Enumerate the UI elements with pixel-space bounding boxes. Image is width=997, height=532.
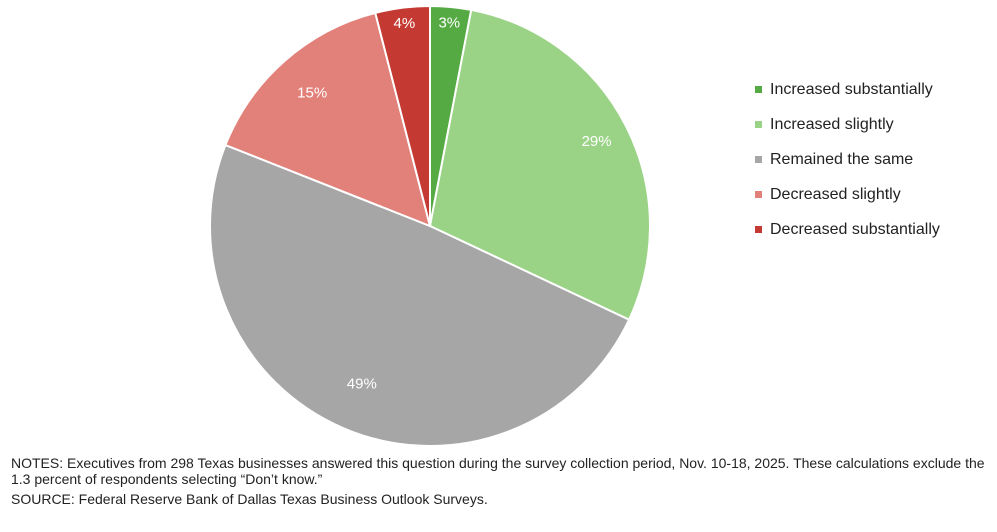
chart-notes: NOTES: Executives from 298 Texas busines… xyxy=(11,455,986,507)
legend-label: Remained the same xyxy=(770,150,914,168)
legend-label: Decreased substantially xyxy=(770,220,940,238)
legend-label: Increased substantially xyxy=(770,80,933,98)
data-label-decreased-slightly: 15% xyxy=(297,84,327,101)
legend-swatch xyxy=(755,191,762,198)
source-text: SOURCE: Federal Reserve Bank of Dallas T… xyxy=(11,491,488,507)
data-label-increased-substantially: 3% xyxy=(438,14,460,31)
chart-legend: Increased substantially Increased slight… xyxy=(755,72,940,247)
notes-text: NOTES: Executives from 298 Texas busines… xyxy=(11,455,985,487)
pie-slice-remained-the-same xyxy=(209,143,631,447)
legend-label: Increased slightly xyxy=(770,115,894,133)
legend-item-increased-substantially: Increased substantially xyxy=(755,72,940,107)
legend-swatch xyxy=(755,121,762,128)
data-label-increased-slightly: 29% xyxy=(582,133,612,150)
legend-item-decreased-slightly: Decreased slightly xyxy=(755,177,940,212)
legend-swatch xyxy=(755,156,762,163)
legend-item-increased-slightly: Increased slightly xyxy=(755,107,940,142)
data-label-remained-the-same: 49% xyxy=(347,376,377,393)
data-label-decreased-substantially: 4% xyxy=(394,15,416,32)
legend-item-remained-the-same: Remained the same xyxy=(755,142,940,177)
legend-label: Decreased slightly xyxy=(770,185,901,203)
legend-swatch xyxy=(755,86,762,93)
legend-swatch xyxy=(755,226,762,233)
pie-slice-decreased-substantially xyxy=(374,4,431,227)
pie-slice-decreased-slightly xyxy=(224,11,432,228)
pie-chart: 3% 29% 49% 15% 4% xyxy=(209,4,651,447)
pie-slice-increased-slightly xyxy=(428,8,651,322)
legend-item-decreased-substantially: Decreased substantially xyxy=(755,212,940,247)
